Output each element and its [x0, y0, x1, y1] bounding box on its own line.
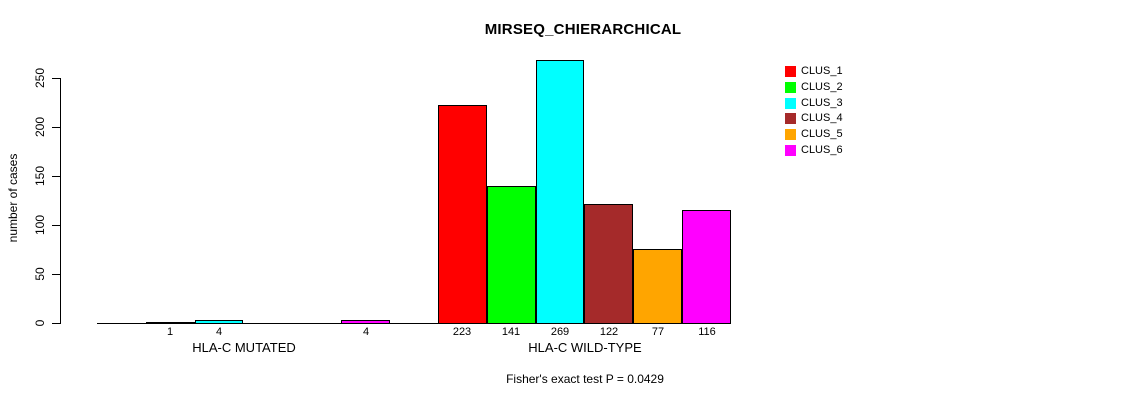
bar-value-label: 269: [550, 326, 570, 338]
bar-clus_2: [146, 322, 195, 324]
legend-swatch-clus_3: [785, 97, 796, 109]
bar-value-label: 4: [215, 326, 223, 338]
y-tick: [52, 176, 60, 177]
bar-value-label: 1: [166, 326, 174, 338]
legend-item: CLUS_4: [785, 112, 843, 124]
legend-label: CLUS_2: [801, 81, 843, 93]
legend-label: CLUS_4: [801, 112, 843, 124]
y-axis-line: [60, 78, 61, 324]
bar-value-label: 4: [362, 326, 370, 338]
y-tick: [52, 274, 60, 275]
legend-item: CLUS_1: [785, 65, 843, 77]
bar-clus_4: [584, 204, 633, 324]
legend-swatch-clus_4: [785, 112, 796, 124]
legend-item: CLUS_5: [785, 128, 843, 140]
legend-label: CLUS_1: [801, 65, 843, 77]
legend-swatch-clus_2: [785, 81, 796, 93]
x-group-label-wild-type: HLA-C WILD-TYPE: [528, 340, 642, 355]
legend-swatch-clus_6: [785, 144, 796, 156]
y-tick-label: 0: [33, 319, 47, 327]
legend-label: CLUS_5: [801, 128, 843, 140]
y-tick: [52, 323, 60, 324]
legend-label: CLUS_3: [801, 97, 843, 109]
bar-value-label: 141: [501, 326, 521, 338]
legend-swatch-clus_5: [785, 128, 796, 140]
fisher-test-note: Fisher's exact test P = 0.0429: [506, 372, 664, 386]
y-tick: [52, 225, 60, 226]
bar-clus_6: [341, 320, 390, 324]
y-tick-label: 100: [33, 214, 47, 236]
x-baseline: [97, 323, 731, 324]
legend-label: CLUS_6: [801, 144, 843, 156]
bar-clus_6: [682, 210, 731, 324]
bar-value-label: 223: [452, 326, 472, 338]
y-axis-title: number of cases: [6, 153, 20, 243]
bar-clus_5: [633, 249, 682, 324]
x-group-label-mutated: HLA-C MUTATED: [192, 340, 296, 355]
bar-clus_2: [487, 186, 536, 324]
y-tick: [52, 78, 60, 79]
bar-value-label: 122: [599, 326, 619, 338]
chart-title: MIRSEQ_CHIERARCHICAL: [484, 21, 682, 38]
y-tick-label: 150: [33, 165, 47, 187]
legend-item: CLUS_3: [785, 97, 843, 109]
bar-clus_3: [195, 320, 243, 324]
bar-value-label: 77: [651, 326, 665, 338]
bar-clus_1: [438, 105, 487, 324]
legend-item: CLUS_6: [785, 144, 843, 156]
legend-swatch-clus_1: [785, 65, 796, 77]
legend-item: CLUS_2: [785, 81, 843, 93]
bar-value-label: 116: [698, 326, 716, 338]
y-tick: [52, 127, 60, 128]
y-tick-label: 50: [33, 267, 47, 281]
bar-clus_3: [536, 60, 584, 324]
y-tick-label: 200: [33, 116, 47, 138]
y-tick-label: 250: [33, 67, 47, 89]
